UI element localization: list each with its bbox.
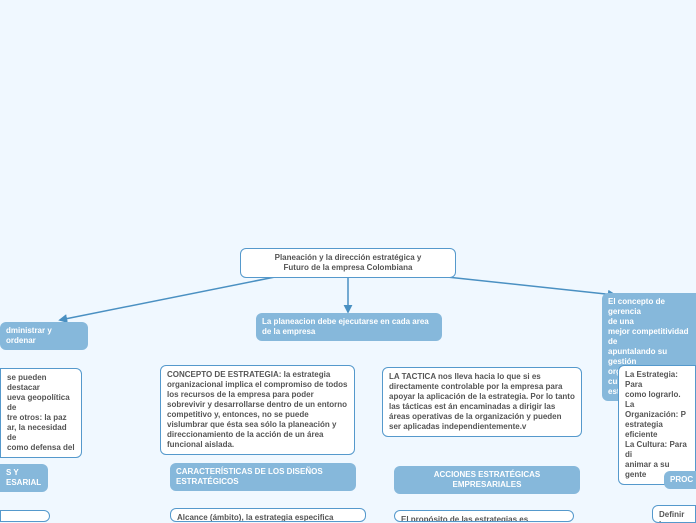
root-node: Planeación y la dirección estratégica y … [240,248,456,278]
left-blue-node: dministrar y ordenar [0,322,88,350]
rw0: La Estrategia: Para [625,370,689,390]
rb-l2: mejor competitividad de [608,327,690,347]
rw3: estrategia eficiente [625,420,689,440]
tactica-node: LA TACTICA nos lleva hacia lo que si es … [382,367,582,437]
definir-node: Definir la Organizac [652,505,696,523]
root-line2: Futuro de la empresa Colombiana [247,263,449,273]
rb-l3: apuntalando su gestión [608,347,690,367]
lw0: se pueden destacar [7,373,75,393]
lw1: ueva geopolítica de [7,393,75,413]
bottom-left-frag [0,510,50,522]
bl-blue-node: S Y ESARIAL [0,464,48,492]
left-white-node: se pueden destacar ueva geopolítica de t… [0,368,82,458]
rb-l1: de una [608,317,690,327]
mid-blue-node: La planeacion debe ejecutarse en cada ar… [256,313,442,341]
rw4: La Cultura: Para di [625,440,689,460]
proposito-node: El propósito de las estrategias es [394,510,574,522]
rw2: La Organización: P [625,400,689,420]
acciones-node: ACCIONES ESTRATÉGICAS EMPRESARIALES [394,466,580,494]
root-line1: Planeación y la dirección estratégica y [247,253,449,263]
proc-node: PROC [664,471,696,489]
def0: Definir la [659,510,689,523]
lw4: como defensa del [7,443,75,453]
rw1: como lograrlo. [625,390,689,400]
right-white-node: La Estrategia: Para como lograrlo. La Or… [618,365,696,485]
concepto-node: CONCEPTO DE ESTRATEGIA: la estrategia or… [160,365,355,455]
lw2: tre otros: la paz [7,413,75,423]
lw3: ar, la necesidad de [7,423,75,443]
rb-l0: El concepto de gerencia [608,297,690,317]
caracteristicas-node: CARACTERÍSTICAS DE LOS DISEÑOS ESTRATÉGI… [170,463,356,491]
